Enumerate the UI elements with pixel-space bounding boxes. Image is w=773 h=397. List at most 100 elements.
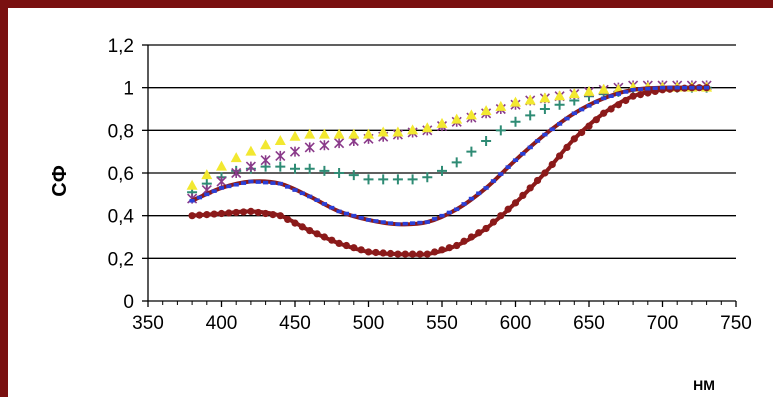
series-1-point xyxy=(645,86,651,91)
series-0-point xyxy=(475,229,483,237)
series-3-point xyxy=(260,155,271,166)
series-4-point xyxy=(495,100,507,111)
x-tick-label-4: 550 xyxy=(426,313,458,334)
series-4-point xyxy=(598,83,610,94)
series-0-point xyxy=(644,89,652,97)
series-1-point xyxy=(373,219,379,223)
series-1-point xyxy=(623,90,629,94)
series-1-point xyxy=(512,158,519,162)
series-1-point xyxy=(674,85,680,90)
series-0-point xyxy=(570,135,578,143)
series-0-point xyxy=(247,207,255,215)
series-0-point xyxy=(210,210,218,218)
series-0-point xyxy=(497,212,505,220)
chart: 0 0,2 0,4 0,6 0,8 1 1,2 350 400 450 500 550 600 650 70… xyxy=(49,36,752,393)
series-1-point xyxy=(593,100,599,104)
y-tick-label-5: 1 xyxy=(123,79,134,100)
tick-labels: 0 0,2 0,4 0,6 0,8 1 1,2 350 400 450 500 550 600 650 70… xyxy=(108,36,752,334)
series-1-point xyxy=(454,207,460,212)
series-3-point xyxy=(275,150,286,161)
series-2-point xyxy=(290,163,300,174)
series-0-point xyxy=(504,205,512,213)
series-3-point xyxy=(289,146,301,157)
series-4-point xyxy=(186,179,198,190)
series-4-point xyxy=(539,92,551,103)
series-4-point xyxy=(583,85,595,96)
series-4-point xyxy=(289,130,301,141)
series-3-point xyxy=(319,140,330,151)
series-0-point xyxy=(592,116,600,124)
series-0-point xyxy=(262,209,270,218)
series-1-point xyxy=(652,86,658,90)
series-1-point xyxy=(615,92,621,96)
series-4-point xyxy=(392,126,404,137)
series-2-point xyxy=(304,163,315,174)
y-tick-label-4: 0,8 xyxy=(108,121,134,142)
series-0-point xyxy=(372,248,380,257)
series-1-point xyxy=(476,191,482,196)
series-1-point xyxy=(446,210,452,215)
series-4-point xyxy=(465,109,477,120)
series-0 xyxy=(188,84,711,258)
series-2-point xyxy=(392,174,403,185)
series-1-point xyxy=(395,222,401,226)
series-2-point xyxy=(422,172,433,183)
series-3-point xyxy=(245,161,256,172)
series-0-point xyxy=(342,241,351,250)
x-tick-label-6: 650 xyxy=(573,313,605,334)
series-1-point xyxy=(226,184,232,189)
series-1-point xyxy=(314,198,320,202)
series-1-point xyxy=(549,127,555,132)
x-tick-label-8: 750 xyxy=(720,313,752,334)
series-2-point xyxy=(510,116,521,127)
series-1-point xyxy=(564,116,570,121)
series-2-point xyxy=(319,165,330,176)
series-1-point xyxy=(299,191,305,196)
series-1-point xyxy=(483,186,489,190)
series-1-point xyxy=(667,85,673,90)
series-4-point xyxy=(304,128,316,139)
series-1-point xyxy=(248,179,254,184)
series-4-point xyxy=(451,113,463,124)
series-4-point xyxy=(554,90,566,101)
series-0-point xyxy=(416,250,424,258)
series-0-point xyxy=(195,211,204,219)
series-0-point xyxy=(225,209,233,217)
series-2-point xyxy=(466,146,477,157)
series-2-point xyxy=(378,174,389,185)
series-4-point xyxy=(274,135,286,145)
series-0-point xyxy=(453,241,461,250)
series-1-point xyxy=(402,221,408,226)
series-0-point xyxy=(364,248,373,256)
series-0-point xyxy=(467,233,475,241)
series-1-point xyxy=(240,181,247,185)
series-0-point xyxy=(232,208,240,217)
series-1-point xyxy=(285,185,291,189)
series-1-point xyxy=(424,220,430,224)
series-0-point xyxy=(622,96,630,105)
series-0-point xyxy=(526,184,534,192)
series-3-point xyxy=(304,142,315,153)
series-1-point xyxy=(630,88,636,92)
series-0-point xyxy=(239,208,248,216)
series-0-point xyxy=(629,92,637,100)
series-0-point xyxy=(548,160,556,169)
y-tick-label-3: 0,6 xyxy=(108,164,134,185)
series-2-point xyxy=(525,110,536,121)
series-4-point xyxy=(363,128,374,139)
series-0-point xyxy=(313,230,321,238)
series-1-point xyxy=(358,216,364,220)
series-1-point xyxy=(696,85,702,90)
series-layer xyxy=(186,80,713,258)
series-0-point xyxy=(217,209,226,218)
series-0-point xyxy=(445,244,453,252)
x-tick-label-3: 500 xyxy=(353,313,385,334)
series-0-point xyxy=(320,233,328,241)
series-1-point xyxy=(307,194,313,199)
series-1-point xyxy=(498,172,504,176)
series-4-point xyxy=(480,105,492,116)
series-3-point xyxy=(216,176,227,187)
series-1-point xyxy=(263,180,269,185)
series-2-point xyxy=(275,161,286,172)
series-4-point xyxy=(260,139,272,150)
